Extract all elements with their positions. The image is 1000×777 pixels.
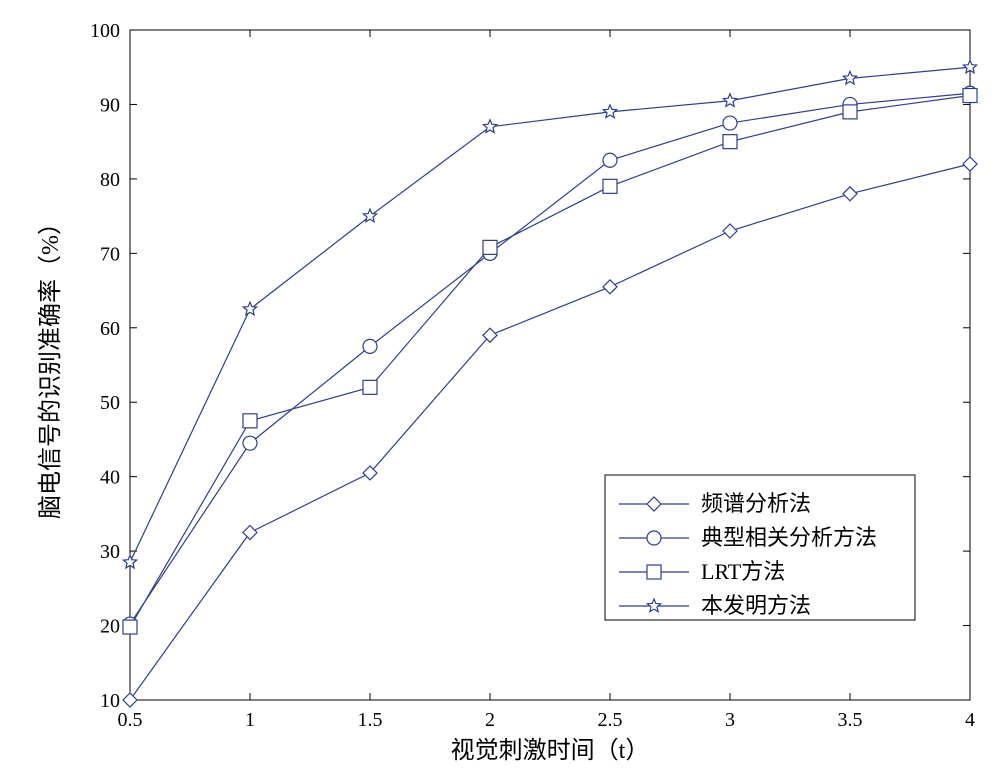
series-marker <box>603 153 617 167</box>
series-marker <box>603 280 617 294</box>
y-tick-label: 80 <box>100 169 120 191</box>
series-marker <box>843 105 857 119</box>
series-marker <box>963 157 977 171</box>
series-marker <box>963 89 977 103</box>
legend-marker <box>647 531 661 545</box>
legend-marker <box>647 565 661 579</box>
series-marker <box>603 105 616 118</box>
x-axis-label: 视觉刺激时间（t） <box>451 737 650 764</box>
y-tick-label: 100 <box>90 20 120 42</box>
legend-label: 频谱分析法 <box>701 491 811 516</box>
series-marker <box>363 339 377 353</box>
series-marker <box>243 302 256 315</box>
legend: 频谱分析法典型相关分析方法 LRT方法本发明方法 <box>605 475 915 620</box>
x-tick-label: 3 <box>725 709 735 731</box>
series <box>123 157 977 707</box>
x-tick-label: 2 <box>485 709 495 731</box>
series-marker <box>843 187 857 201</box>
x-tick-label: 1 <box>245 709 255 731</box>
y-axis-label: 脑电信号的识别准确率（%） <box>37 211 64 519</box>
series-marker <box>963 60 976 73</box>
series-marker <box>243 414 257 428</box>
legend-label: 本发明方法 <box>701 593 811 618</box>
x-tick-label: 1.5 <box>358 709 383 731</box>
y-tick-label: 90 <box>100 94 120 116</box>
series-marker <box>363 380 377 394</box>
series-marker <box>243 526 257 540</box>
series-marker <box>123 693 137 707</box>
series-marker <box>483 240 497 254</box>
series-marker <box>723 94 736 107</box>
x-tick-label: 0.5 <box>118 709 143 731</box>
y-tick-label: 70 <box>100 243 120 265</box>
y-tick-label: 30 <box>100 541 120 563</box>
series-marker <box>723 224 737 238</box>
y-tick-label: 60 <box>100 318 120 340</box>
line-chart: 0.5 1 1.5 2 2.5 3 3.5 4 10 20 30 40 50 60 70 80 90 100 视觉刺… <box>0 0 1000 777</box>
legend-label: 典型相关分析方法 <box>701 525 877 550</box>
series-marker <box>723 135 737 149</box>
series-marker <box>603 179 617 193</box>
x-tick-label: 3.5 <box>838 709 863 731</box>
y-tick-label: 40 <box>100 467 120 489</box>
y-tick-label: 10 <box>100 690 120 712</box>
series-marker <box>723 116 737 130</box>
series-marker <box>123 620 137 634</box>
y-tick-label: 50 <box>100 392 120 414</box>
x-tick-label: 2.5 <box>598 709 623 731</box>
chart-container: 0.5 1 1.5 2 2.5 3 3.5 4 10 20 30 40 50 60 70 80 90 100 视觉刺… <box>0 0 1000 777</box>
y-tick-label: 20 <box>100 616 120 638</box>
series-marker <box>123 555 136 568</box>
legend-label: LRT方法 <box>701 559 785 584</box>
series-marker <box>243 436 257 450</box>
x-tick-label: 4 <box>965 709 975 731</box>
series-marker <box>843 71 856 84</box>
